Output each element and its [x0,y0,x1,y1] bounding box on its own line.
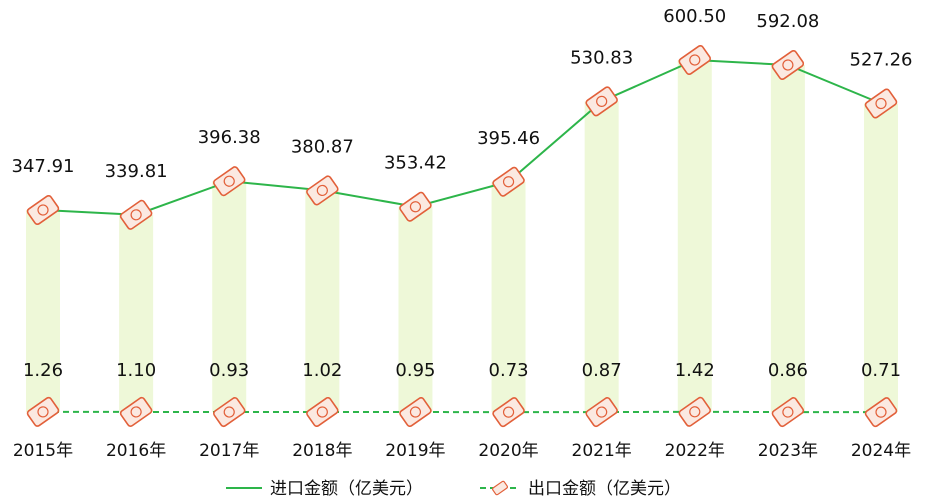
x-axis-ticks: 2015年 2016年 2017年 2018年 2019年 2020年 2021年 2022年… [13,441,911,461]
export-value-label: 0.87 [582,360,622,381]
export-value-label: 0.95 [395,360,435,381]
x-tick-label: 2016年 [106,441,166,461]
export-value-label: 0.93 [209,360,249,381]
export-point-marker [585,397,618,428]
export-point-marker [864,397,898,428]
export-point-marker [119,396,153,427]
import-point-marker [492,166,525,197]
import-point-marker [864,88,898,119]
x-tick-label: 2015年 [13,441,73,461]
bg-bar [584,101,619,412]
export-value-label: 1.42 [675,360,715,381]
bg-bar [119,214,154,412]
data-markers [26,44,898,428]
import-point-marker [585,86,618,117]
bg-bar [212,181,247,412]
legend-marker-export [491,480,509,496]
import-line [42,58,882,216]
legend-label-import: 进口金额（亿美元） [270,479,423,499]
export-point-marker [26,396,60,427]
series-lines [42,58,882,414]
import-value-label: 380.87 [291,136,354,157]
x-tick-label: 2017年 [199,441,259,461]
import-value-label: 592.08 [756,11,819,32]
import-point-marker [306,175,339,206]
legend: 进口金额（亿美元） 出口金额（亿美元） [226,479,681,499]
export-point-marker [399,397,432,428]
bg-bar [677,60,712,412]
import-point-marker [26,194,60,226]
export-point-marker [492,397,525,428]
bg-bar [491,181,526,412]
import-value-label: 527.26 [850,49,913,70]
import-value-label: 339.81 [105,161,168,182]
x-tick-label: 2021年 [572,441,632,461]
export-value-label: 1.02 [302,360,342,381]
bg-bar [864,103,898,412]
x-tick-label: 2020年 [478,441,538,461]
legend-label-export: 出口金额（亿美元） [528,479,681,499]
x-tick-label: 2022年 [665,441,725,461]
bg-bar [305,190,340,412]
import-value-label: 395.46 [477,128,540,149]
data-labels: 347.91 339.81 396.38 380.87 353.42 395.46 530.… [12,6,913,381]
import-point-marker [399,191,432,222]
export-value-label: 0.73 [489,360,529,381]
export-value-label: 0.86 [768,360,808,381]
import-point-marker [678,44,712,76]
export-point-marker [771,397,805,428]
bg-bar [398,206,433,412]
background-bars [26,60,898,413]
import-value-label: 347.91 [12,156,75,177]
import-value-label: 530.83 [570,47,633,68]
bg-bar [770,65,805,413]
export-value-label: 1.26 [23,360,63,381]
import-value-label: 396.38 [198,127,261,148]
import-value-label: 353.42 [384,153,447,174]
x-tick-label: 2023年 [758,441,818,461]
import-point-marker [771,49,805,81]
x-tick-label: 2019年 [385,441,445,461]
import-value-label: 600.50 [663,6,726,27]
import-point-marker [212,166,246,197]
export-value-label: 1.10 [116,360,156,381]
bg-bar [26,210,60,412]
export-point-marker [678,396,712,427]
x-tick-label: 2024年 [851,441,911,461]
export-point-marker [212,397,246,428]
export-value-label: 0.71 [861,360,901,381]
import-point-marker [119,199,153,230]
x-tick-label: 2018年 [292,441,352,461]
export-point-marker [306,396,339,428]
